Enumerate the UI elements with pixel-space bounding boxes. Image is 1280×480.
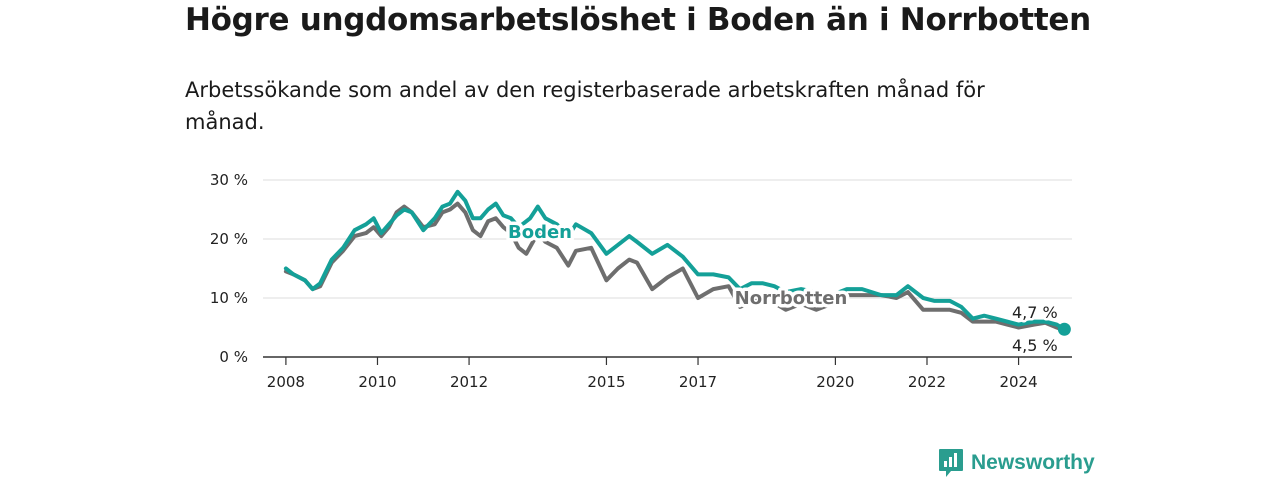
series-line-norrbotten	[283, 201, 1067, 333]
y-tick-label: 10 %	[210, 289, 248, 307]
x-tick-label: 2015	[587, 373, 625, 391]
chart-subtitle: Arbetssökande som andel av den registerb…	[185, 78, 985, 134]
y-axis-ticks: 0 % 10 % 20 % 30 %	[210, 171, 248, 366]
series-label-norrbotten: Norrbotten	[735, 288, 848, 309]
x-tick-label: 2024	[999, 373, 1037, 391]
end-label-boden: 4,7 %	[1012, 303, 1058, 322]
x-tick-label: 2010	[358, 373, 396, 391]
series-lines	[283, 189, 1071, 336]
series-label-boden-halo: Boden	[508, 222, 572, 243]
y-tick-label: 20 %	[210, 230, 248, 248]
newsworthy-icon	[939, 449, 963, 477]
x-axis-ticks: 2008 2010 2012 2015 2017 2020 2022 2024	[267, 357, 1038, 391]
x-tick-label: 2017	[679, 373, 717, 391]
grid-lines	[263, 179, 1072, 358]
end-point-marker	[1057, 322, 1071, 336]
x-tick-label: 2022	[908, 373, 946, 391]
y-tick-label: 30 %	[210, 171, 248, 189]
series-label-boden: Boden	[508, 222, 572, 243]
end-label-norrbotten-halo: 4,5 %	[1012, 336, 1058, 355]
end-label-boden-halo: 4,7 %	[1012, 303, 1058, 322]
brand-name: Newsworthy	[971, 451, 1095, 474]
x-tick-label: 2012	[450, 373, 488, 391]
x-tick-label: 2020	[816, 373, 854, 391]
chart-title: Högre ungdomsarbetslöshet i Boden än i N…	[185, 2, 1091, 38]
end-label-norrbotten: 4,5 %	[1012, 336, 1058, 355]
series-line-boden	[283, 189, 1067, 332]
newsworthy-logo: Newsworthy	[938, 448, 1095, 478]
x-tick-label: 2008	[267, 373, 305, 391]
series-label-norrbotten-halo: Norrbotten	[735, 288, 848, 309]
y-tick-label: 0 %	[219, 348, 248, 366]
